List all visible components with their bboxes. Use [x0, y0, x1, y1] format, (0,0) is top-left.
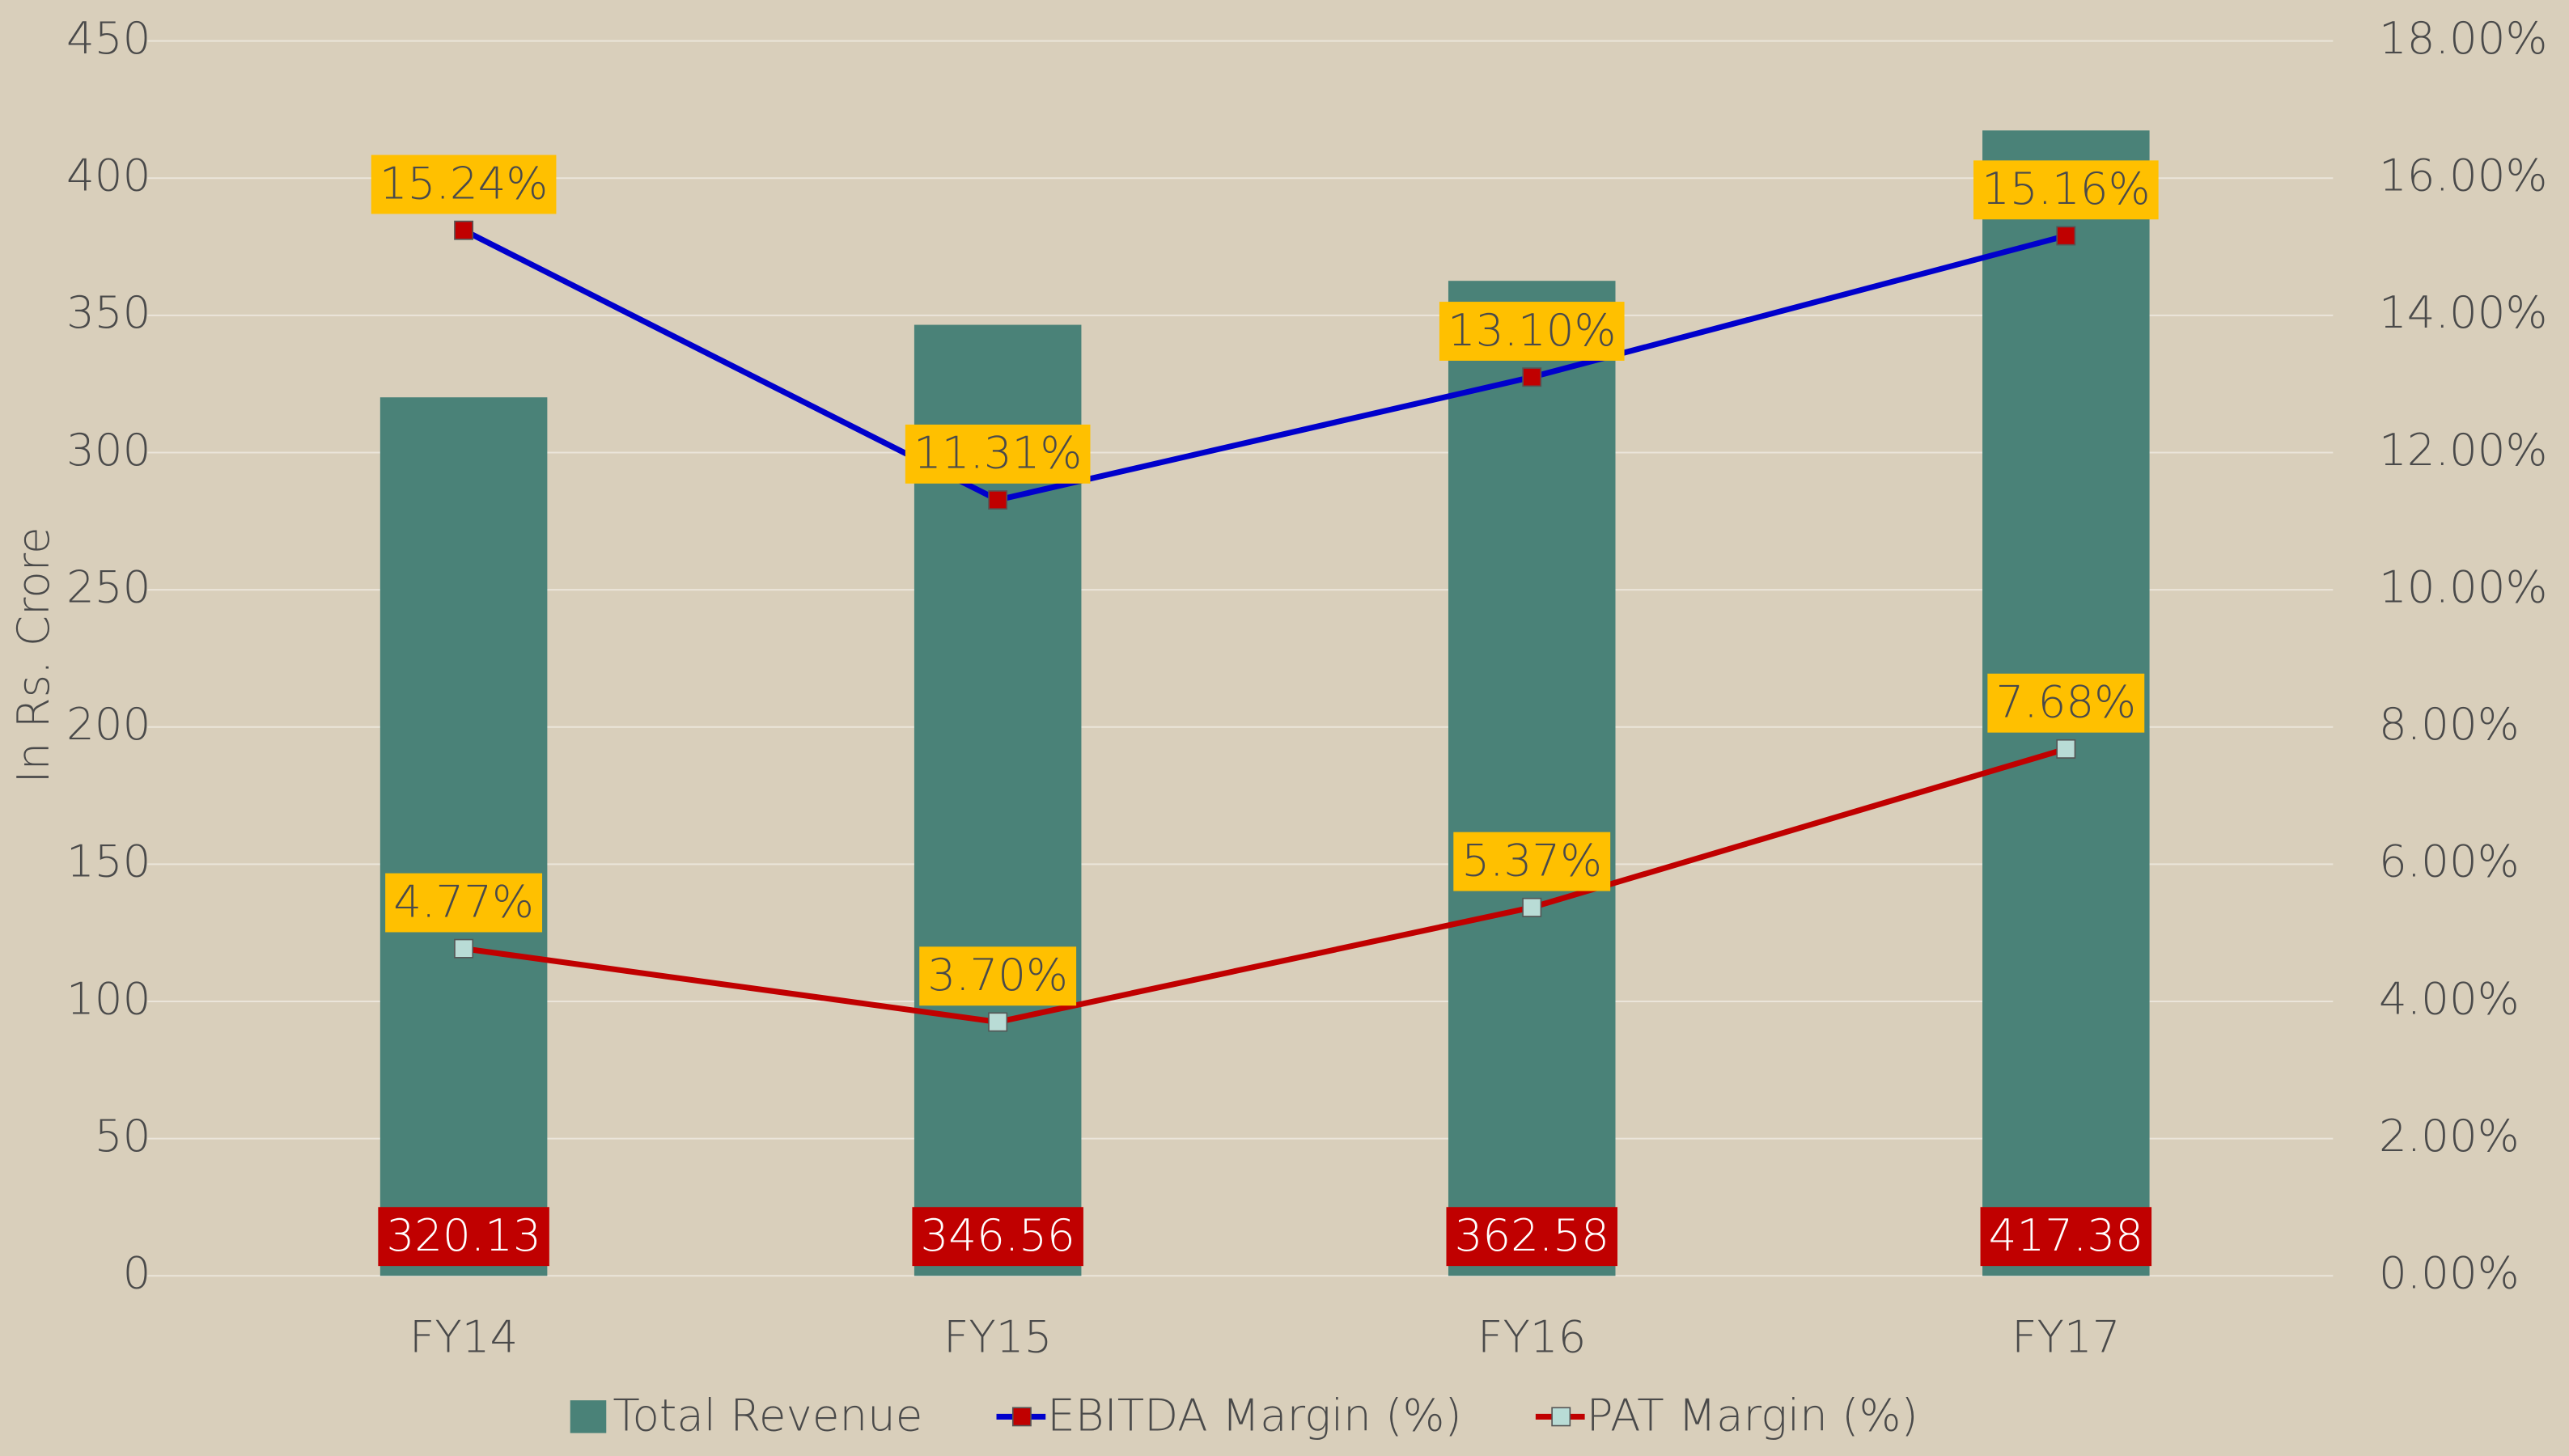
point-value-label-box	[1439, 302, 1625, 361]
y-tick-label: 150	[66, 836, 150, 887]
y-axis-label: In Rs. Crore	[7, 527, 59, 783]
y2-tick-label: 4.00%	[2379, 972, 2520, 1024]
y2-tick-label: 16.00%	[2379, 149, 2547, 201]
point-value-label: 4.77%	[393, 875, 534, 927]
bar-value-label-box	[378, 1207, 549, 1267]
legend-marker	[1011, 1407, 1032, 1427]
bar-value-label-box	[1980, 1207, 2152, 1267]
y-tick-label: 100	[66, 972, 150, 1024]
point-value-label: 11.31%	[914, 427, 1082, 479]
bar-value-label-box	[1446, 1207, 1617, 1267]
bar-value-label: 362.58	[1455, 1209, 1609, 1261]
y2-tick-label: 2.00%	[2379, 1110, 2520, 1162]
marker	[988, 490, 1008, 510]
y-tick-label: 200	[66, 698, 150, 750]
bar	[1448, 281, 1616, 1276]
marker	[2056, 739, 2076, 759]
y-tick-label: 350	[66, 286, 150, 338]
marker	[1522, 367, 1542, 387]
point-value-label: 7.68%	[1995, 675, 2136, 727]
x-tick-label: FY14	[409, 1310, 518, 1362]
point-value-label: 5.37%	[1461, 834, 1602, 886]
point-value-label: 3.70%	[927, 949, 1068, 1001]
y-tick-label: 250	[66, 561, 150, 612]
legend-label: PAT Margin (%)	[1587, 1390, 1918, 1441]
y-tick-label: 450	[66, 12, 150, 64]
bar-value-label: 346.56	[921, 1209, 1075, 1261]
marker	[2056, 226, 2076, 246]
y-tick-label: 300	[66, 424, 150, 476]
y2-tick-label: 0.00%	[2379, 1247, 2520, 1299]
x-tick-label: FY17	[2012, 1310, 2120, 1362]
y2-tick-label: 14.00%	[2379, 286, 2547, 338]
point-value-label-box	[919, 946, 1077, 1006]
marker	[1522, 897, 1542, 917]
x-tick-label: FY16	[1477, 1310, 1586, 1362]
y2-tick-label: 8.00%	[2379, 698, 2520, 750]
bar-value-label: 320.13	[386, 1209, 541, 1261]
y2-tick-label: 6.00%	[2379, 836, 2520, 887]
line	[463, 746, 2067, 1026]
point-value-label: 13.10%	[1448, 304, 1616, 356]
y2-tick-label: 18.00%	[2379, 12, 2547, 64]
marker	[988, 1012, 1008, 1032]
bar-value-label-box	[912, 1207, 1083, 1267]
point-value-label-box	[1973, 160, 2159, 220]
legend-marker	[1551, 1407, 1571, 1427]
y-tick-label: 0	[123, 1247, 151, 1299]
y-tick-label: 50	[95, 1110, 151, 1162]
line	[462, 227, 2067, 503]
point-value-label-box	[1987, 673, 2145, 733]
marker	[454, 220, 474, 240]
y-tick-label: 400	[66, 149, 150, 201]
bar-value-label: 417.38	[1989, 1209, 2143, 1261]
marker	[454, 938, 474, 959]
point-value-label-box	[371, 154, 557, 214]
point-value-label-box	[385, 873, 543, 933]
y2-tick-label: 10.00%	[2379, 561, 2547, 612]
point-value-label: 15.24%	[379, 157, 548, 209]
legend-label: EBITDA Margin (%)	[1047, 1390, 1461, 1441]
point-value-label: 15.16%	[1982, 163, 2150, 214]
point-value-label-box	[905, 424, 1091, 484]
y2-tick-label: 12.00%	[2379, 424, 2547, 476]
point-value-label-box	[1453, 832, 1611, 891]
legend-label: Total Revenue	[613, 1390, 922, 1441]
legend-swatch	[570, 1400, 607, 1433]
bar	[379, 397, 548, 1276]
x-tick-label: FY15	[943, 1310, 1052, 1362]
